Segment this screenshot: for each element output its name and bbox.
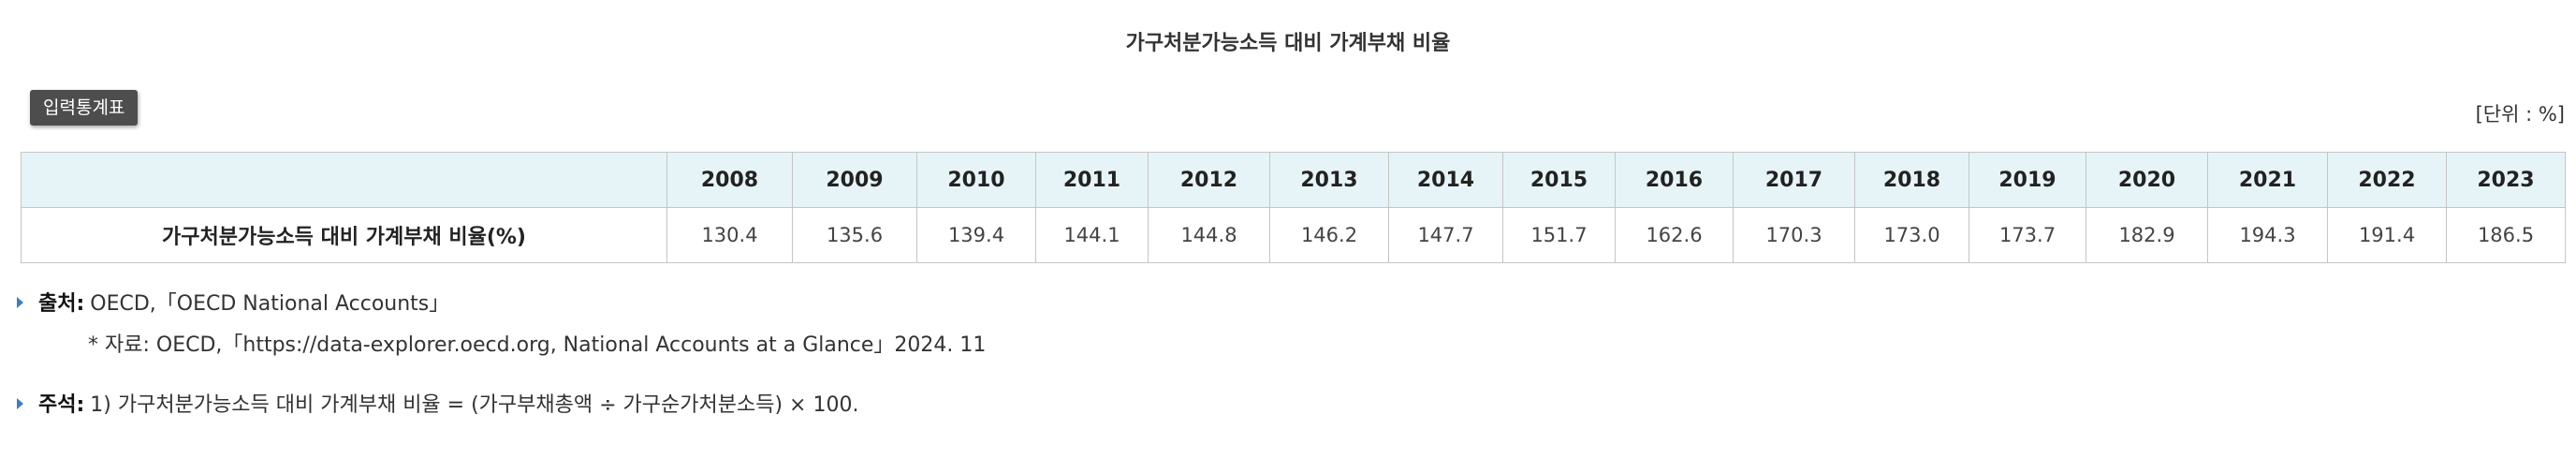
row-label-cell: 가구처분가능소득 대비 가계부채 비율(%): [21, 207, 667, 263]
column-header-2020: 2020: [2086, 152, 2208, 208]
value-cell-2012: 144.8: [1148, 207, 1270, 263]
footnote: 주석: 1) 가구처분가능소득 대비 가계부채 비율 = (가구부채총액 ÷ 가구…: [17, 388, 858, 418]
value-cell-2015: 151.7: [1502, 207, 1616, 263]
column-header-2013: 2013: [1269, 152, 1389, 208]
value-cell-2011: 144.1: [1035, 207, 1149, 263]
column-header-2021: 2021: [2207, 152, 2328, 208]
value-cell-2013: 146.2: [1269, 207, 1389, 263]
value-cell-2018: 173.0: [1854, 207, 1969, 263]
column-header-2022: 2022: [2327, 152, 2447, 208]
source-sub-note: * 자료: OECD,「https://data-explorer.oecd.o…: [88, 333, 987, 357]
bullet-arrow-icon: [17, 297, 23, 308]
column-header-2009: 2009: [792, 152, 917, 208]
header-corner-cell: [21, 152, 667, 208]
page-title: 가구처분가능소득 대비 가계부채 비율: [1125, 32, 1451, 55]
value-cell-2009: 135.6: [792, 207, 917, 263]
unit-label: [단위 : %]: [2475, 103, 2565, 126]
column-header-2016: 2016: [1615, 152, 1734, 208]
value-cell-2023: 186.5: [2446, 207, 2566, 263]
column-header-2010: 2010: [916, 152, 1036, 208]
footnote-label: 주석:: [38, 393, 85, 417]
value-cell-2016: 162.6: [1615, 207, 1734, 263]
column-header-2018: 2018: [1854, 152, 1969, 208]
value-cell-2014: 147.7: [1388, 207, 1503, 263]
column-header-2011: 2011: [1035, 152, 1149, 208]
column-header-2023: 2023: [2446, 152, 2566, 208]
value-cell-2020: 182.9: [2086, 207, 2208, 263]
value-cell-2008: 130.4: [666, 207, 793, 263]
column-header-2014: 2014: [1388, 152, 1503, 208]
column-header-2019: 2019: [1969, 152, 2086, 208]
source-note: 출처: OECD,「OECD National Accounts」: [17, 287, 449, 317]
footnote-text: 1) 가구처분가능소득 대비 가계부채 비율 = (가구부채총액 ÷ 가구순가처…: [90, 393, 859, 417]
value-cell-2010: 139.4: [916, 207, 1036, 263]
bullet-arrow-icon: [17, 398, 23, 409]
column-header-2015: 2015: [1502, 152, 1616, 208]
source-text: OECD,「OECD National Accounts」: [90, 292, 450, 316]
value-cell-2019: 173.7: [1969, 207, 2086, 263]
value-cell-2017: 170.3: [1733, 207, 1855, 263]
column-header-2008: 2008: [666, 152, 793, 208]
column-header-2012: 2012: [1148, 152, 1270, 208]
stat-table-button[interactable]: 입력통계표: [30, 90, 139, 126]
column-header-2017: 2017: [1733, 152, 1855, 208]
table-header-row: 2008 2009 2010 2011 2012 2013 2014 2015 …: [21, 152, 2566, 208]
value-cell-2022: 191.4: [2327, 207, 2447, 263]
statistics-table: 2008 2009 2010 2011 2012 2013 2014 2015 …: [21, 152, 2566, 263]
table-row: 가구처분가능소득 대비 가계부채 비율(%) 130.4 135.6 139.4…: [21, 207, 2566, 263]
value-cell-2021: 194.3: [2207, 207, 2328, 263]
source-label: 출처:: [38, 292, 85, 316]
